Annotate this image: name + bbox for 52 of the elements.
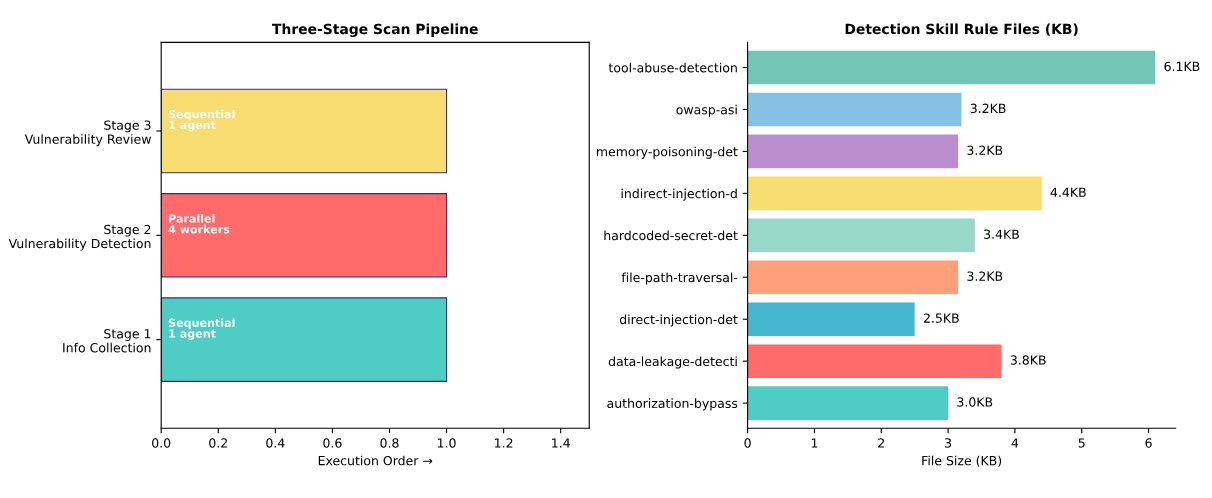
y-tick-label: memory-poisoning-det	[596, 146, 738, 159]
bar	[747, 386, 949, 420]
bar	[747, 176, 1042, 211]
y-tick-label: file-path-traversal-	[621, 272, 738, 285]
y-tick-label: direct-injection-det	[619, 314, 738, 327]
data-label: 3.8KB	[1010, 355, 1046, 365]
bar	[747, 260, 959, 295]
annotation: Sequential 1 agent	[168, 109, 235, 132]
x-tick-label: 1.0	[437, 438, 456, 448]
x-tick-label: 1.4	[552, 438, 570, 448]
y-tick-label: Stage 1 Info Collection	[63, 329, 151, 353]
data-label: 3.2KB	[967, 271, 1003, 281]
bar	[747, 344, 1002, 378]
x-tick-label: 1.2	[495, 438, 513, 448]
data-label: 3.2KB	[967, 145, 1003, 156]
x-tick-label: 4	[1011, 438, 1019, 448]
x-tick-label: 0.6	[323, 438, 342, 448]
annotation: Parallel 4 workers	[168, 214, 230, 234]
x-tick-label: 1	[811, 438, 818, 448]
chart-title: Three-Stage Scan Pipeline	[272, 23, 478, 37]
data-label: 4.4KB	[1050, 187, 1086, 197]
y-tick-label: tool-abuse-detection	[608, 62, 737, 73]
bar	[747, 50, 1156, 85]
y-tick-label: owasp-asi	[676, 104, 737, 117]
bar	[747, 302, 915, 336]
x-tick-label: 0.2	[209, 438, 227, 448]
x-axis-title: Execution Order →	[318, 455, 433, 466]
bar	[747, 134, 959, 169]
data-label: 3.0KB	[957, 397, 993, 407]
x-tick-label: 0.0	[152, 438, 171, 448]
x-tick-label: 5	[1078, 438, 1085, 448]
bar	[747, 218, 975, 253]
x-axis-title: File Size (KB)	[922, 455, 1002, 467]
chart-title: Detection Skill Rule Files (KB)	[845, 23, 1078, 36]
x-tick-label: 0.4	[266, 438, 285, 448]
data-label: 3.4KB	[984, 229, 1019, 239]
x-tick-label: 3	[945, 438, 952, 448]
x-tick-label: 6	[1145, 438, 1152, 448]
y-tick-label: indirect-injection-d	[621, 188, 737, 201]
y-tick-label: hardcoded-secret-det	[604, 230, 738, 241]
x-tick-label: 0.8	[380, 438, 399, 448]
data-label: 2.5KB	[923, 313, 959, 323]
y-tick-label: Stage 2 Vulnerability Detection	[8, 224, 151, 251]
x-tick-label: 2	[878, 438, 884, 448]
annotation: Sequential 1 agent	[168, 318, 235, 340]
data-label: 6.1KB	[1164, 61, 1200, 72]
y-tick-label: data-leakage-detecti	[608, 356, 737, 369]
y-tick-label: Stage 3 Vulnerability Review	[24, 120, 151, 147]
data-label: 3.2KB	[970, 103, 1006, 114]
bar	[747, 92, 962, 127]
y-tick-label: authorization-bypass	[607, 398, 738, 411]
x-tick-label: 0	[744, 438, 751, 448]
